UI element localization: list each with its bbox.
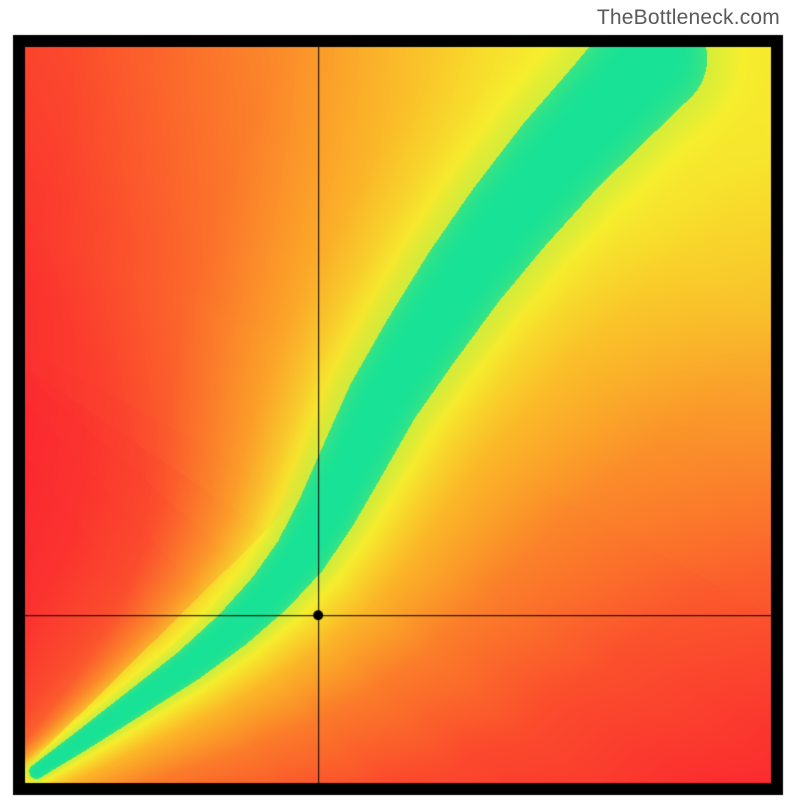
heatmap-canvas — [0, 0, 800, 800]
chart-container: TheBottleneck.com — [0, 0, 800, 800]
watermark-text: TheBottleneck.com — [597, 6, 780, 30]
